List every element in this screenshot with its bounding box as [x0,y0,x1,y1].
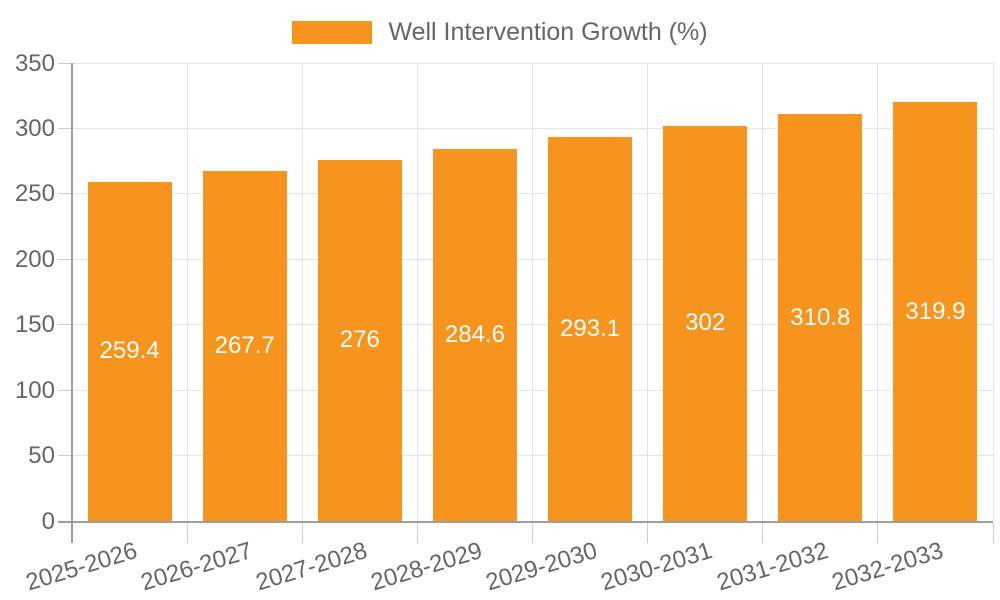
chart-legend[interactable]: Well Intervention Growth (%) [0,18,1000,46]
y-axis-tick [58,455,72,457]
y-axis-tick-label: 150 [14,311,55,339]
y-axis-tick [58,324,72,326]
y-axis-tick-label: 250 [14,180,55,208]
gridline-vertical [301,63,303,521]
x-axis-tick [71,523,73,543]
x-axis-tick-label: 2032-2033 [828,537,947,597]
y-axis-tick-label: 100 [14,376,55,404]
x-axis-tick-label: 2028-2029 [367,537,486,597]
legend-label: Well Intervention Growth (%) [388,18,708,46]
gridline-vertical [532,63,533,521]
bar-value-label: 267.7 [214,331,275,359]
y-axis-tick [58,389,72,391]
bar-value-label: 293.1 [560,315,621,343]
y-axis-line [71,63,73,521]
x-axis-tick [532,523,533,543]
y-axis-tick-label: 350 [14,49,55,77]
bar [663,125,748,521]
legend-swatch [292,20,373,44]
bar-value-label: 259.4 [99,337,160,365]
y-axis-tick-label: 50 [28,442,55,470]
x-axis-tick [992,523,994,543]
x-axis-tick [301,523,303,543]
bar [432,148,517,521]
x-axis-tick [762,523,764,543]
x-axis-tick [647,523,649,543]
x-axis-tick-label: 2030-2031 [598,537,716,597]
y-axis-tick [58,127,72,129]
x-axis-tick-label: 2027-2028 [252,537,371,597]
x-axis-tick-label: 2025-2026 [22,537,141,597]
bar-value-label: 302 [685,309,726,337]
y-axis-tick-label: 0 [41,507,55,535]
y-axis-tick-label: 200 [14,245,55,273]
gridline-vertical [416,63,418,521]
bar-value-label: 284.6 [444,320,505,348]
y-axis-tick [58,258,72,260]
x-axis-tick [186,523,188,543]
x-axis-tick-label: 2031-2032 [713,537,831,597]
bar [893,102,978,521]
bar [778,114,863,521]
x-axis-tick [416,523,418,543]
x-axis-tick [877,523,879,543]
bar-value-label: 310.8 [790,303,851,331]
bar [548,137,633,521]
y-axis-tick [58,62,72,64]
y-axis-tick-label: 300 [14,114,55,142]
bar [317,159,402,521]
gridline-vertical [647,63,649,521]
gridline-vertical [762,63,764,521]
bar-value-label: 276 [339,326,380,354]
y-axis-tick [58,193,72,195]
bar [202,170,287,521]
gridline-vertical [186,63,188,521]
gridline-vertical [992,63,994,521]
bar-value-label: 319.9 [905,297,966,325]
gridline-vertical [877,63,879,521]
x-axis-line [58,520,993,523]
x-axis-tick-label: 2026-2027 [137,537,256,597]
x-axis-tick-label: 2029-2030 [483,537,601,597]
bar [87,181,172,521]
